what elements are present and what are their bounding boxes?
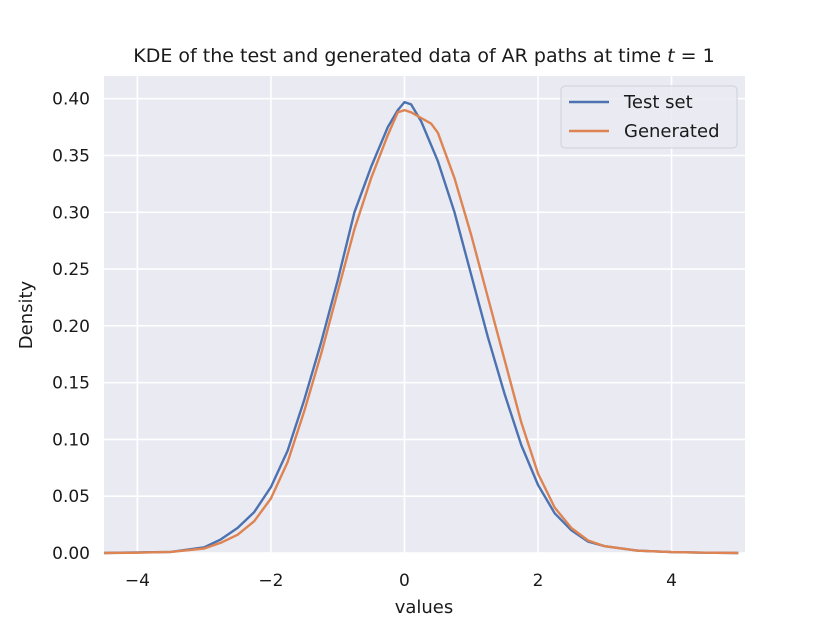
legend-label: Generated	[624, 121, 720, 142]
y-tick-label: 0.35	[52, 147, 90, 167]
x-tick-label: −2	[258, 571, 283, 591]
legend-label: Test set	[623, 92, 693, 113]
x-tick-label: 4	[666, 571, 677, 591]
x-tick-label: 2	[533, 571, 544, 591]
y-tick-label: 0.10	[52, 430, 90, 450]
chart-title-variable: t	[667, 45, 676, 67]
y-tick-label: 0.05	[52, 487, 90, 507]
x-tick-label: 0	[399, 571, 410, 591]
y-axis-label: Density	[16, 280, 37, 349]
y-tick-label: 0.25	[52, 260, 90, 280]
x-tick-label: −4	[125, 571, 150, 591]
y-tick-label: 0.30	[52, 203, 90, 223]
series-line-test-set	[103, 100, 739, 555]
chart-title: KDE of the test and generated data of AR…	[133, 45, 714, 67]
y-tick-label: 0.15	[52, 374, 90, 394]
y-tick-label: 0.40	[52, 90, 90, 110]
y-tick-label: 0.20	[52, 317, 90, 337]
y-tick-label: 0.00	[52, 544, 90, 564]
chart-title-suffix: = 1	[675, 45, 715, 67]
plot-area: 0.00 0.05 0.10 0.15 0.20 0.25 0.30 0.35 0.40 −4 −2…	[52, 76, 745, 591]
legend: Test set Generated	[560, 85, 738, 149]
series-line-generated	[103, 108, 739, 555]
chart-title-prefix: KDE of the test and generated data of AR…	[133, 45, 667, 67]
x-axis-label: values	[395, 597, 454, 618]
